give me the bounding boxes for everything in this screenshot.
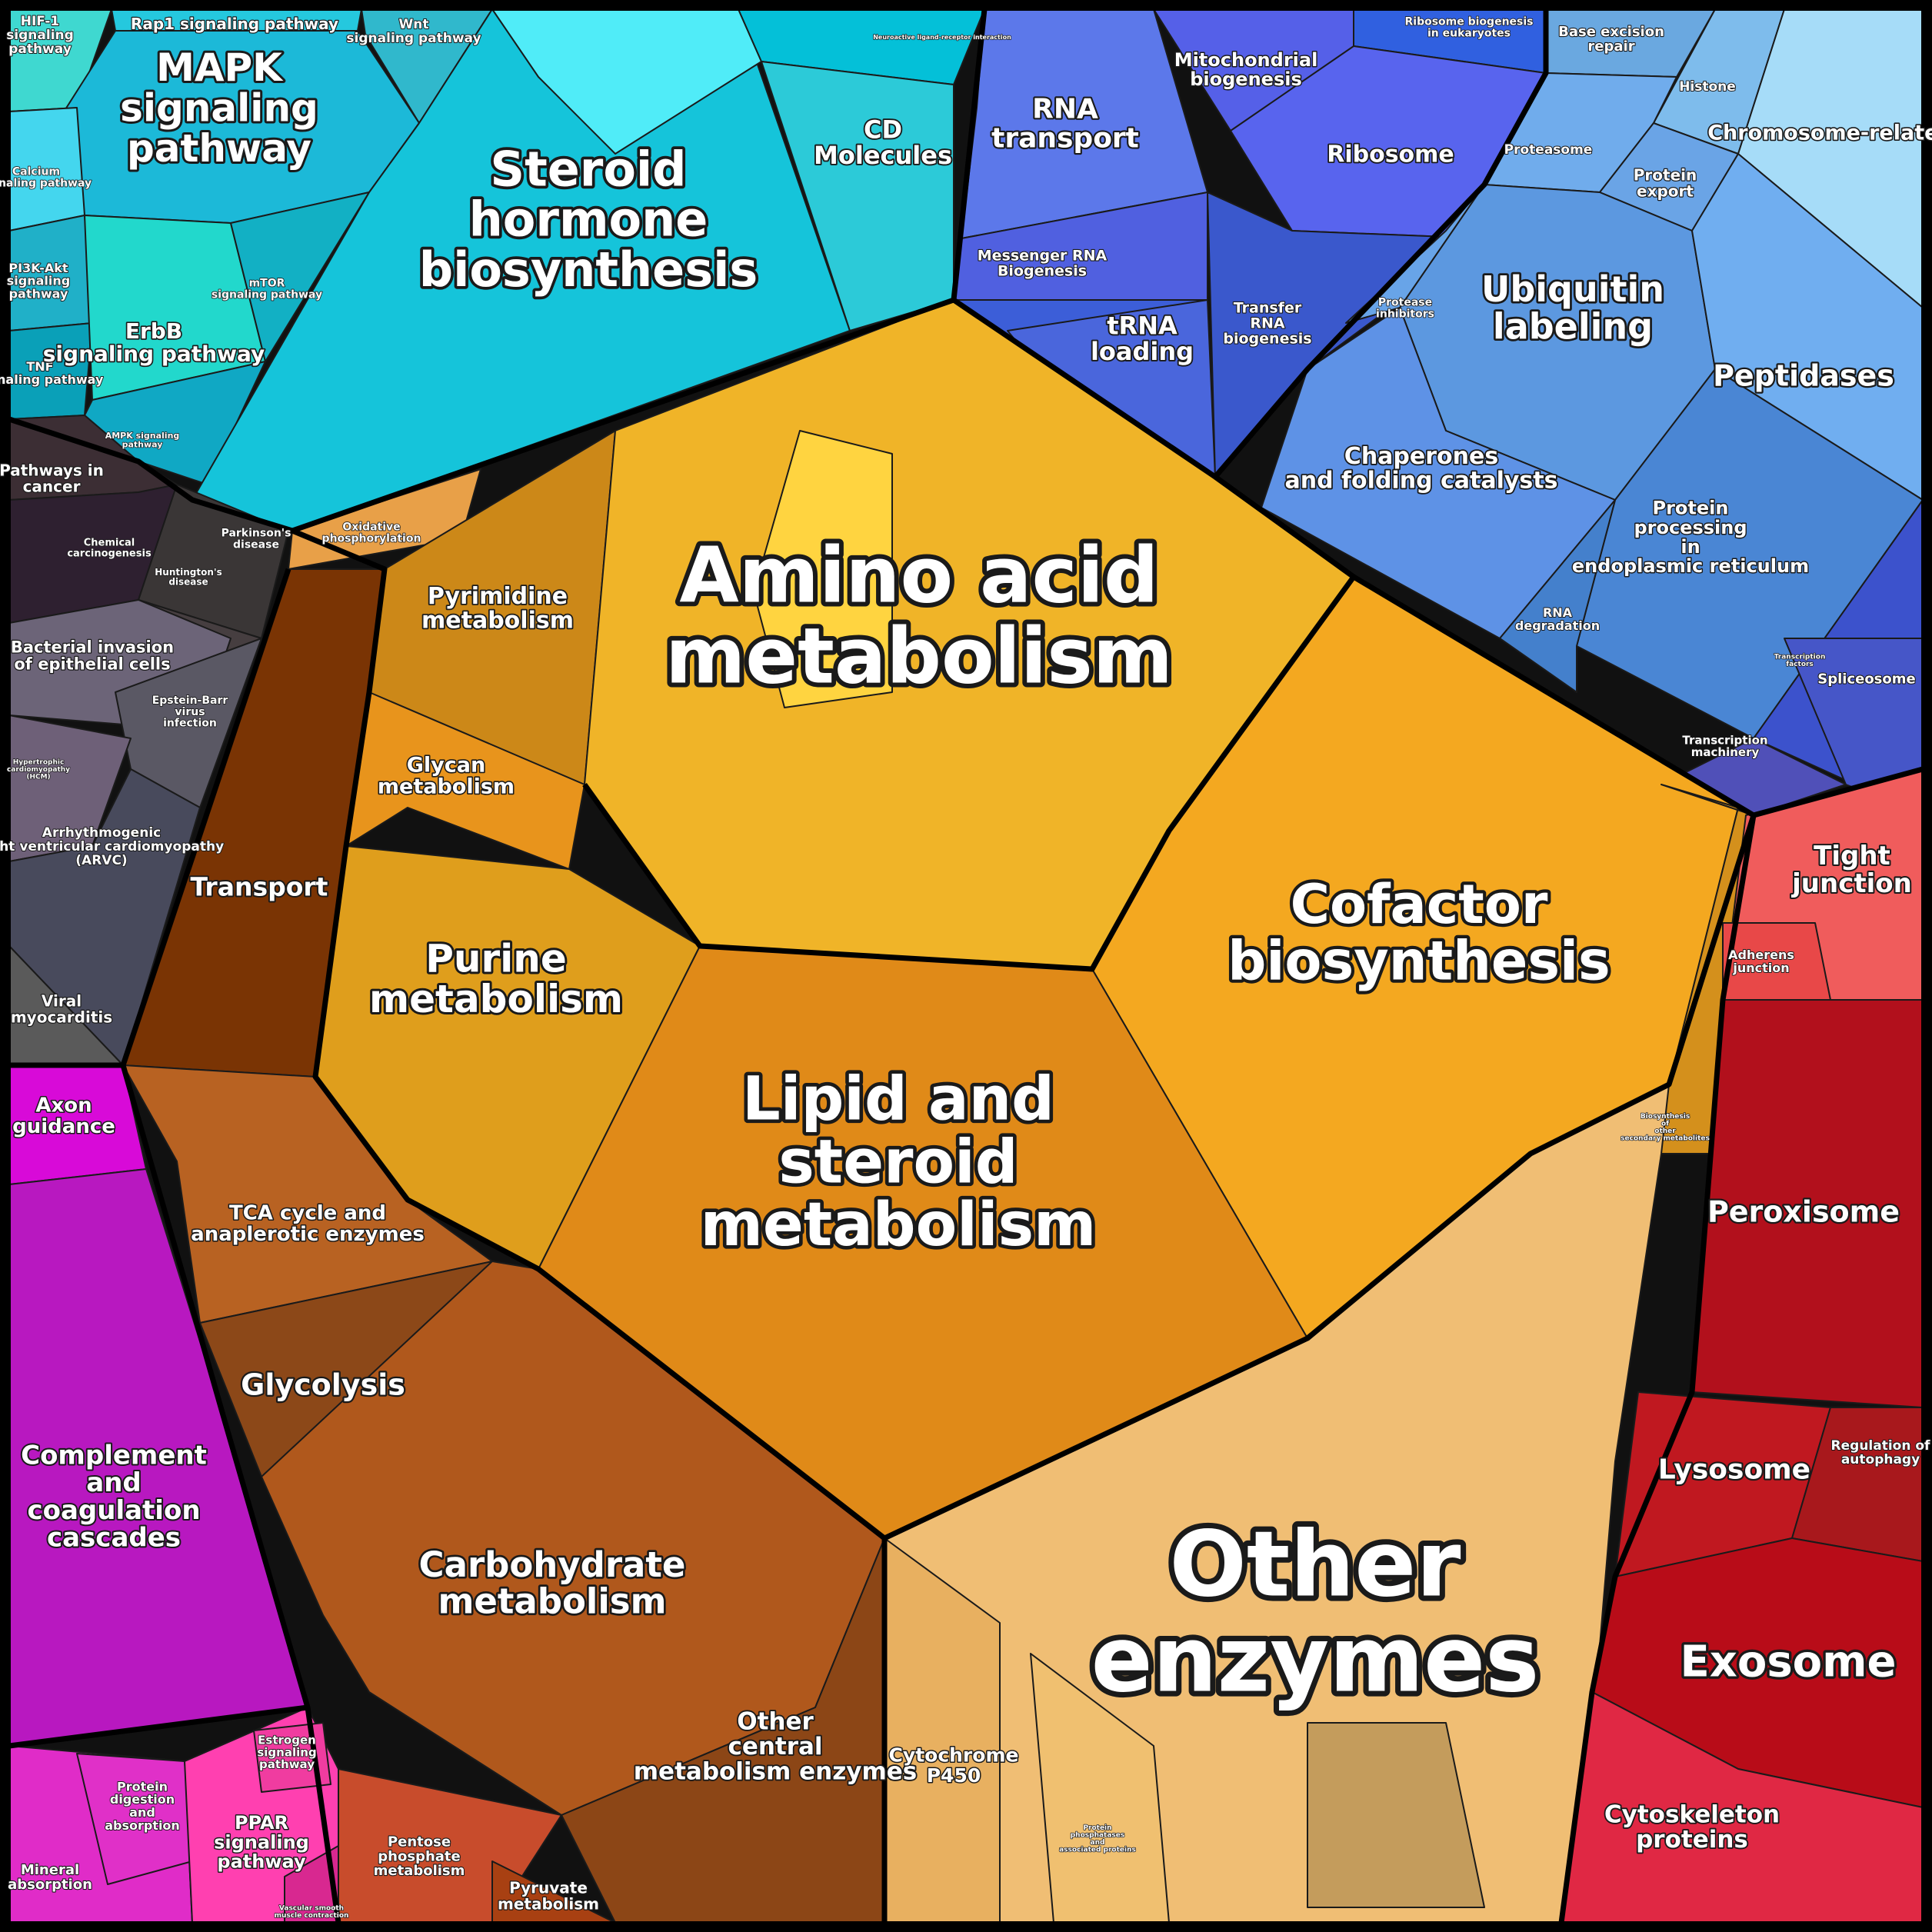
- label-protein-export: Protein export: [1634, 166, 1697, 201]
- label-trna-bio: Transfer RNA biogenesis: [1223, 300, 1311, 348]
- label-tight-junction: Tight junction: [1790, 841, 1912, 899]
- label-lipid: Lipid and steroid metabolism: [701, 1064, 1097, 1260]
- label-ampk: AMPK signaling pathway: [105, 431, 180, 450]
- label-axon: Axon guidance: [12, 1094, 115, 1138]
- region-genetic: [953, 8, 1547, 478]
- label-peptidases: Peptidases: [1713, 358, 1894, 392]
- label-mtor: mTOR signaling pathway: [212, 278, 322, 301]
- label-mrna: Messenger RNA Biogenesis: [978, 248, 1108, 280]
- label-erbb: ErbB signaling pathway: [43, 318, 265, 366]
- label-protein-processing: Protein processing in endoplasmic reticulum: [1572, 498, 1809, 578]
- label-rna-degradation: RNA degradation: [1515, 605, 1600, 633]
- label-carbohydrate: Carbohydrate metabolism: [419, 1544, 686, 1621]
- label-huntingtons: Huntington's disease: [155, 567, 222, 588]
- label-neuro: Neuroactive ligand-receptor interaction: [873, 34, 1011, 41]
- label-exosome: Exosome: [1681, 1637, 1897, 1687]
- region-disease: [8, 415, 289, 1066]
- label-amino-acid: Amino acid metabolism: [665, 531, 1173, 701]
- label-protein-digestion: Protein digestion and absorption: [105, 1779, 180, 1832]
- label-oxphos: Oxidative phosphorylation: [322, 521, 421, 545]
- label-tca: TCA cycle and anaplerotic enzymes: [191, 1201, 425, 1245]
- label-arvc: Arrhythmogenic right ventricular cardiomy…: [0, 825, 224, 868]
- region-borders: [8, 8, 1924, 1924]
- label-pyrimidine: Pyrimidine metabolism: [421, 583, 574, 635]
- label-hcm: Hypertrophic cardiomyopathy (HCM): [7, 759, 70, 781]
- label-pyruvate: Pyruvate metabolism: [498, 1879, 599, 1914]
- region-metabolism: [122, 299, 1754, 1539]
- label-other-enzymes: Other enzymes: [1091, 1511, 1540, 1712]
- cell-other-enzymes-sub: [1307, 1722, 1485, 1908]
- region-cellular: [1561, 768, 1924, 1924]
- label-complement: Complement and coagulation cascades: [21, 1440, 207, 1553]
- label-ubiquitin: Ubiquitin labeling: [1481, 268, 1664, 347]
- cell-amino-acid-highlight: [753, 430, 893, 708]
- label-pentose: Pentose phosphate metabolism: [374, 1834, 465, 1879]
- label-pathways-cancer: Pathways in cancer: [0, 461, 104, 496]
- label-glycan: Glycan metabolism: [378, 753, 515, 798]
- label-base-excision: Base excision repair: [1558, 24, 1664, 55]
- label-adherens: Adherens junction: [1728, 948, 1794, 975]
- label-purine: Purine metabolism: [369, 936, 623, 1021]
- label-protein-phosphatases: Protein phosphatases and associated protein…: [1059, 1824, 1136, 1854]
- label-pi3k: PI3K-Akt signaling pathway: [7, 261, 70, 301]
- label-steroid-hormone: Steroid hormone biosynthesis: [419, 142, 758, 298]
- label-mapk: MAPK signaling pathway: [120, 45, 318, 171]
- label-lysosome: Lysosome: [1658, 1454, 1810, 1486]
- label-parkinsons: Parkinson's disease: [222, 528, 291, 551]
- label-cd: CD Molecules: [814, 115, 952, 170]
- cell-mtor[interactable]: [230, 192, 370, 362]
- label-hif1: HIF-1 signaling pathway: [6, 14, 74, 57]
- label-vascular: Vascular smooth muscle contraction: [275, 1904, 349, 1919]
- label-cytoskeleton: Cytoskeleton proteins: [1604, 1801, 1780, 1854]
- label-secondary: Biosynthesis of other secondary metabolites: [1621, 1113, 1710, 1142]
- label-proteasome: Proteasome: [1504, 142, 1593, 158]
- label-ribosome-bio: Ribosome biogenesis in eukaryotes: [1404, 16, 1533, 40]
- label-rna-transport: RNA transport: [991, 94, 1139, 155]
- label-chromosome: Chromosome-related: [1707, 121, 1932, 145]
- label-ebv: Epstein-Barr virus infection: [152, 695, 228, 729]
- label-protease-inhib: Protease inhibitors: [1376, 297, 1434, 321]
- region-signaling: [8, 8, 985, 531]
- label-layer: HIF-1 signaling pathway Rap1 signaling path…: [0, 13, 1932, 1920]
- region-protein-fate: [1261, 8, 1924, 739]
- label-tnf: TNFsignaling pathway: [0, 359, 104, 387]
- region-carbohydrate: [122, 1064, 885, 1924]
- label-ppar: PPAR signaling pathway: [214, 1812, 309, 1872]
- label-trna-loading: tRNA loading: [1091, 311, 1194, 366]
- label-rap1: Rap1 signaling pathway: [131, 15, 338, 33]
- label-autophagy: Regulation of autophagy: [1831, 1438, 1931, 1467]
- label-cofactor: Cofactor biosynthesis: [1227, 873, 1610, 993]
- cell-rna-degradation[interactable]: [1499, 499, 1616, 693]
- label-glycolysis: Glycolysis: [241, 1367, 405, 1401]
- label-transport: Transport: [191, 872, 328, 902]
- label-transcription-machinery: Transcription machinery: [1682, 733, 1767, 759]
- label-spliceosome: Spliceosome: [1817, 671, 1915, 687]
- label-viral-myocarditis: Viral myocarditis: [11, 992, 112, 1027]
- label-chemical-carcinogenesis: Chemical carcinogenesis: [67, 538, 152, 560]
- label-wnt: Wnt signaling pathway: [346, 17, 481, 46]
- label-mito: Mitochondrial biogenesis: [1174, 49, 1318, 90]
- label-cyp450: Cytochrome P450: [889, 1744, 1019, 1787]
- label-chaperones: Chaperones and folding catalysts: [1284, 443, 1557, 495]
- label-calcium: Calciumsignaling pathway: [0, 166, 92, 190]
- label-transcription-factors: Transcription factors: [1774, 653, 1826, 668]
- label-peroxisome: Peroxisome: [1707, 1194, 1900, 1228]
- label-histone: Histone: [1679, 79, 1736, 95]
- label-mineral: Mineral absorption: [8, 1862, 92, 1893]
- label-ribosome: Ribosome: [1327, 142, 1454, 168]
- label-bacterial: Bacterial invasion of epithelial cells: [11, 638, 174, 673]
- label-other-central: Other central metabolism enzymes: [634, 1707, 917, 1785]
- label-estrogen: Estrogen signaling pathway: [257, 1734, 316, 1772]
